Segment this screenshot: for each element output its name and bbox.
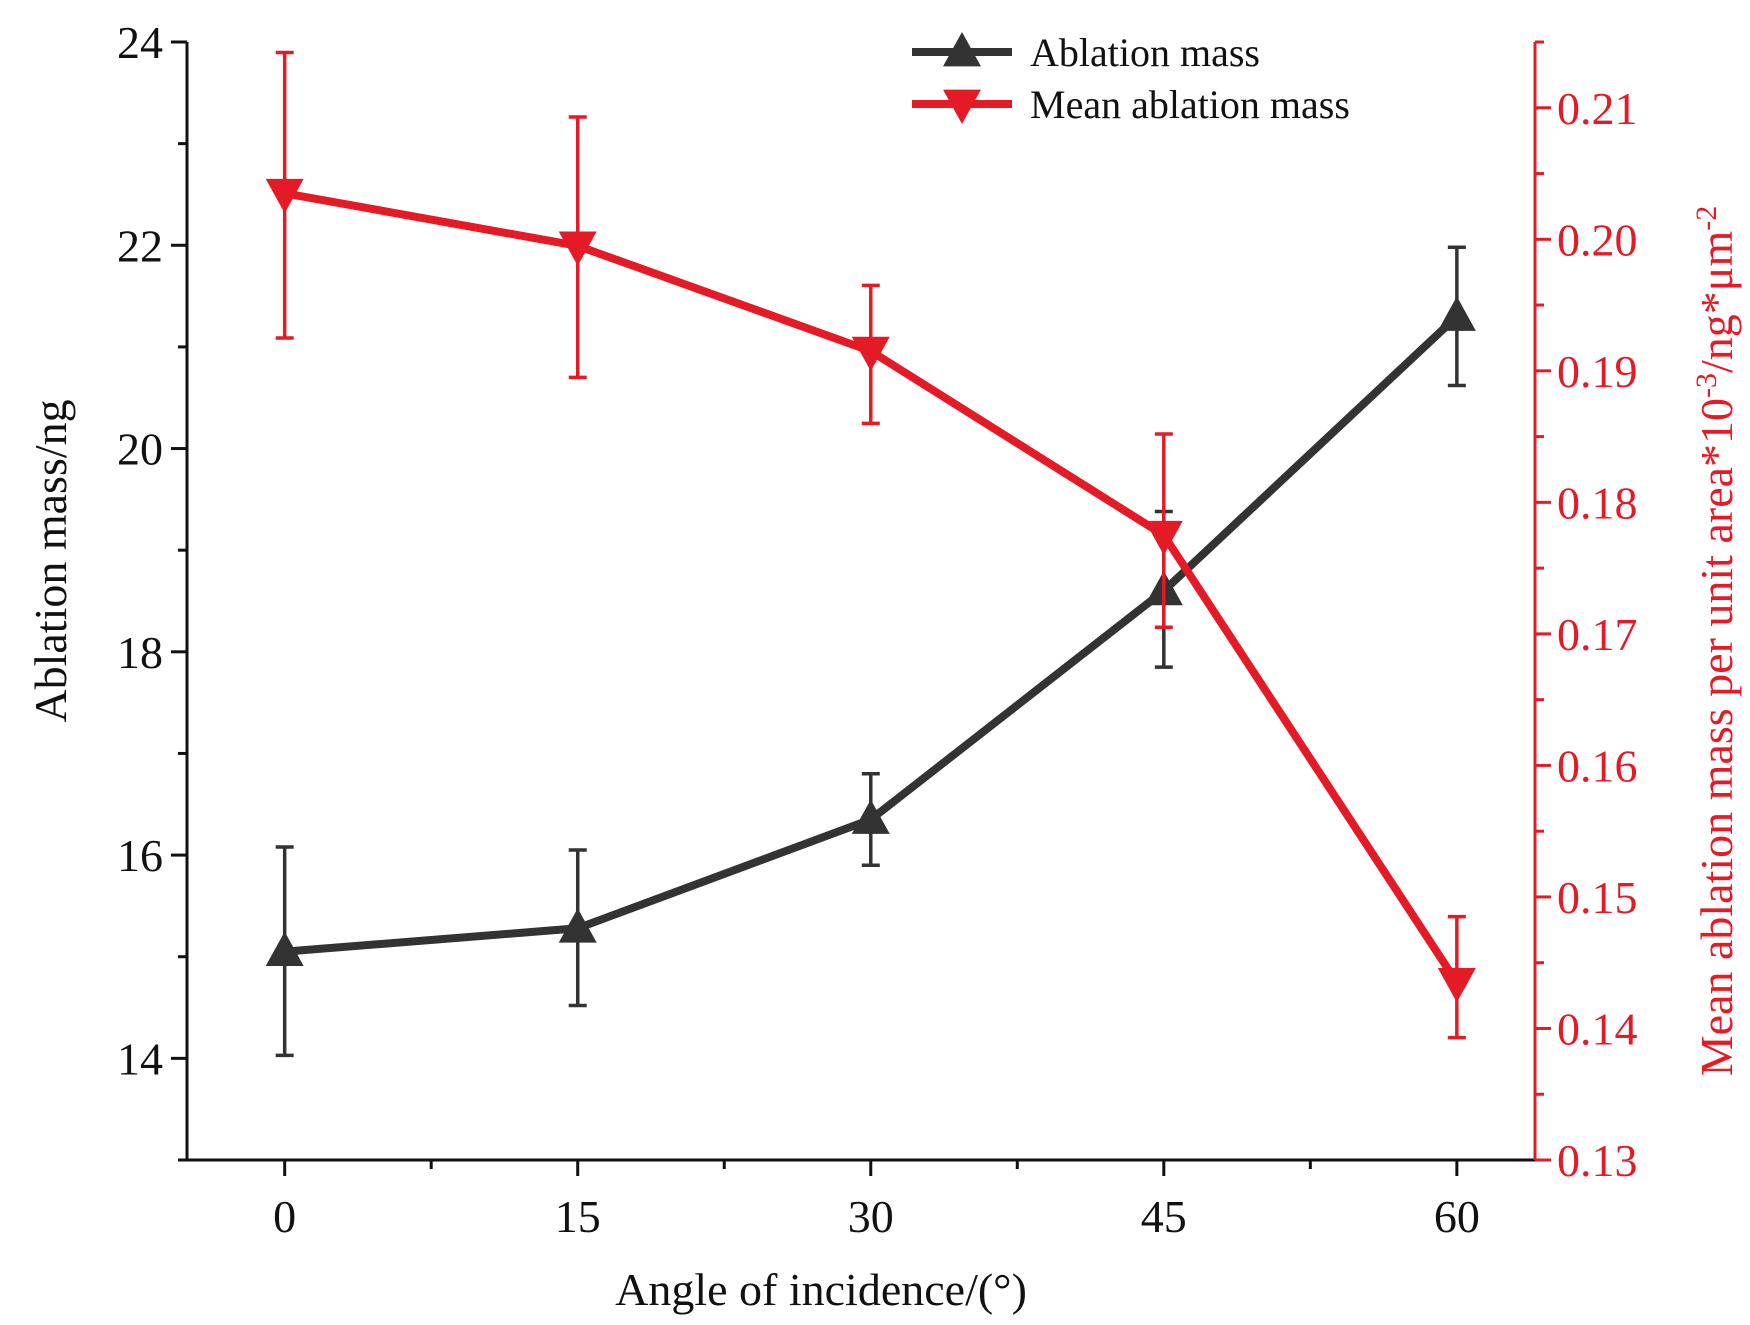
y-right-tick-label: 0.14	[1557, 1003, 1638, 1054]
y-right-title-main: Mean ablation mass per unit area*10	[1691, 398, 1742, 1076]
x-tick-label: 30	[848, 1191, 894, 1242]
y-right-tick-label: 0.19	[1557, 346, 1638, 397]
data-point-ablation-mass	[1437, 296, 1476, 331]
y-right-tick-label: 0.16	[1557, 740, 1638, 791]
y-right-tick-label: 0.21	[1557, 83, 1638, 134]
data-point-mean-ablation-mass	[851, 336, 890, 372]
axes: 0 15 30 45 60 14 16 18 20 22 24 0.13 0.14 0.15 0.16 0.1…	[117, 17, 1638, 1242]
x-tick-label: 15	[555, 1191, 601, 1242]
y-left-tick-label: 24	[117, 17, 163, 68]
data-point-mean-ablation-mass	[1437, 968, 1476, 1003]
y-right-tick-label: 0.17	[1557, 609, 1638, 660]
legend-entry-mean-ablation-mass: Mean ablation mass	[912, 82, 1350, 127]
y-left-tick-label: 22	[117, 220, 163, 271]
y-right-tick-label: 0.20	[1557, 214, 1638, 265]
x-tick-label: 45	[1141, 1191, 1187, 1242]
legend-marker-ablation-mass	[943, 32, 981, 67]
data-point-mean-ablation-mass	[558, 231, 597, 266]
y-left-tick-label: 18	[117, 627, 163, 678]
y-right-axis-title: Mean ablation mass per unit area*10-3/ng…	[1690, 206, 1742, 1077]
data-point-ablation-mass	[558, 908, 597, 943]
data-point-ablation-mass	[265, 931, 304, 967]
legend-label-mean-ablation-mass: Mean ablation mass	[1030, 82, 1350, 127]
series-layer	[265, 50, 1476, 1058]
y-left-tick-label: 20	[117, 424, 163, 475]
y-right-title-mid: /ng*μm	[1691, 231, 1742, 373]
x-tick-label: 60	[1434, 1191, 1480, 1242]
y-right-tick-label: 0.15	[1557, 872, 1638, 923]
legend-marker-mean-ablation-mass	[943, 89, 981, 124]
legend-entry-ablation-mass: Ablation mass	[912, 30, 1260, 75]
data-point-ablation-mass	[851, 799, 890, 834]
y-right-title-sup1: -3	[1690, 373, 1723, 398]
legend: Ablation mass Mean ablation mass	[912, 30, 1350, 127]
data-point-mean-ablation-mass	[265, 178, 304, 214]
x-tick-label: 0	[273, 1191, 296, 1242]
y-right-title-sup2: -2	[1690, 206, 1723, 231]
y-right-tick-label: 0.13	[1557, 1135, 1638, 1186]
y-left-tick-label: 16	[117, 830, 163, 881]
x-axis-title: Angle of incidence/(°)	[615, 1264, 1027, 1315]
y-right-tick-label: 0.18	[1557, 477, 1638, 528]
legend-label-ablation-mass: Ablation mass	[1030, 30, 1260, 75]
y-left-axis-title: Ablation mass/ng	[25, 399, 76, 722]
y-left-tick-label: 14	[117, 1033, 163, 1084]
data-point-mean-ablation-mass	[1144, 520, 1183, 556]
